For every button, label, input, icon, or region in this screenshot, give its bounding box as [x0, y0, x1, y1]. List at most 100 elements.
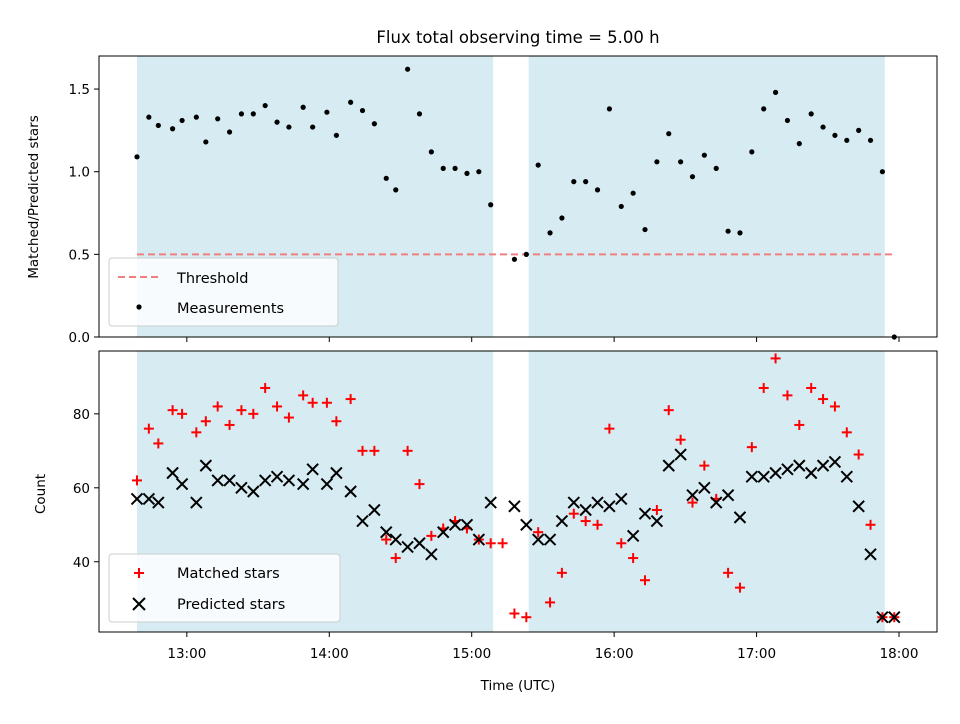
- matched-star-marker: [829, 401, 840, 412]
- measurement-point: [300, 104, 306, 110]
- matched-star-marker: [521, 612, 532, 623]
- predicted-star-marker: [686, 488, 699, 502]
- matched-star-marker: [426, 530, 437, 541]
- measurement-point: [416, 111, 423, 117]
- predicted-star-marker: [460, 518, 474, 531]
- y-tick-label: 0.5: [69, 247, 90, 263]
- predicted-star-marker: [484, 496, 497, 509]
- matched-star-marker: [307, 397, 318, 408]
- top-axes-frame: [98, 55, 938, 338]
- matched-star-marker: [865, 519, 876, 530]
- marker-stroke: [555, 514, 569, 528]
- measurement-point: [535, 162, 541, 168]
- predicted-star-marker: [247, 485, 260, 498]
- marker-stroke: [662, 459, 675, 472]
- marker-stroke: [211, 474, 224, 487]
- measurement-point: [547, 230, 553, 236]
- measurement-point: [630, 190, 636, 196]
- measurement-point: [559, 215, 565, 221]
- predicted-star-marker: [579, 503, 592, 517]
- marker-stroke: [320, 477, 334, 491]
- measurement-point: [844, 137, 850, 143]
- measurement-point: [179, 117, 185, 124]
- matched-star-marker: [167, 405, 178, 416]
- matched-star-marker: [580, 516, 591, 527]
- predicted-star-marker: [804, 466, 818, 480]
- measurement-point: [678, 159, 684, 165]
- bottom-legend-box: [108, 553, 341, 623]
- top-legend: Threshold Measurements: [108, 257, 339, 327]
- predicted-star-marker: [591, 496, 604, 509]
- matched-star-marker: [545, 597, 556, 608]
- matched-star-marker: [224, 419, 235, 430]
- predicted-star-marker: [258, 474, 272, 487]
- marker-stroke: [306, 463, 319, 476]
- marker-stroke: [816, 459, 830, 472]
- matched-star-marker: [345, 394, 356, 405]
- matched-star-marker: [283, 412, 294, 423]
- matched-star-marker: [794, 419, 805, 430]
- matched-star-marker: [369, 445, 380, 456]
- matched-star-marker: [568, 508, 579, 519]
- measurement-point: [689, 174, 696, 180]
- predicted-star-marker: [330, 466, 343, 480]
- top-series: [134, 66, 897, 340]
- predicted-legend-marker: [132, 597, 146, 611]
- measurement-point: [452, 165, 458, 171]
- marker-stroke: [199, 459, 213, 472]
- matched-star-marker: [853, 449, 864, 460]
- predicted-star-marker: [745, 470, 759, 483]
- marker-stroke: [745, 470, 759, 483]
- predicted-star-marker: [437, 525, 450, 539]
- measurement-point: [464, 170, 470, 176]
- measurement-point: [808, 111, 814, 117]
- predicted-star-marker: [876, 611, 889, 624]
- marker-stroke: [686, 488, 699, 502]
- predicted-star-marker: [733, 511, 747, 524]
- matched-star-marker: [260, 382, 271, 393]
- bottom-x-ticks: 13:00 14:00 15:00 16:00 17:00 18:00: [167, 632, 918, 662]
- y-tick-label: 1.0: [69, 165, 90, 181]
- measurement-point: [359, 107, 366, 114]
- matched-star-marker: [485, 538, 496, 549]
- y-tick-label: 0.0: [69, 330, 90, 346]
- marker-stroke: [296, 477, 310, 491]
- measurement-point: [250, 111, 256, 117]
- marker-stroke: [282, 474, 296, 487]
- measurement-point: [203, 139, 209, 145]
- marker-stroke: [804, 466, 818, 480]
- marker-stroke: [674, 448, 687, 461]
- matched-star-marker: [734, 582, 745, 593]
- top-legend-box: [108, 257, 339, 327]
- measurement-point: [713, 165, 719, 171]
- measurement-point: [193, 114, 199, 120]
- marker-stroke: [437, 525, 450, 539]
- measurements-legend-label: Measurements: [177, 301, 284, 317]
- x-axis-label: Time (UTC): [480, 678, 556, 694]
- marker-stroke: [175, 477, 189, 491]
- matched-star-marker: [321, 397, 332, 408]
- marker-stroke: [638, 507, 652, 520]
- measurement-point: [761, 106, 767, 112]
- predicted-star-marker: [662, 459, 675, 472]
- predicted-star-marker: [531, 533, 545, 546]
- predicted-star-marker: [674, 448, 687, 461]
- marker-stroke: [531, 533, 545, 546]
- x-tick-label: 16:00: [595, 646, 634, 662]
- matched-star-marker: [533, 527, 544, 538]
- matched-star-marker: [177, 408, 188, 419]
- matched-star-marker: [298, 390, 309, 401]
- matched-star-marker: [818, 394, 829, 405]
- predicted-star-marker: [166, 466, 179, 480]
- marker-stroke: [130, 492, 144, 506]
- x-tick-label: 14:00: [310, 646, 349, 662]
- measurement-point: [405, 66, 411, 72]
- predicted-star-marker: [175, 477, 189, 491]
- chart-title: Flux total observing time = 5.00 h: [376, 28, 659, 47]
- measurement-point: [666, 131, 672, 137]
- predicted-star-marker: [306, 463, 319, 476]
- predicted-star-marker: [543, 533, 557, 546]
- marker-stroke: [769, 466, 782, 480]
